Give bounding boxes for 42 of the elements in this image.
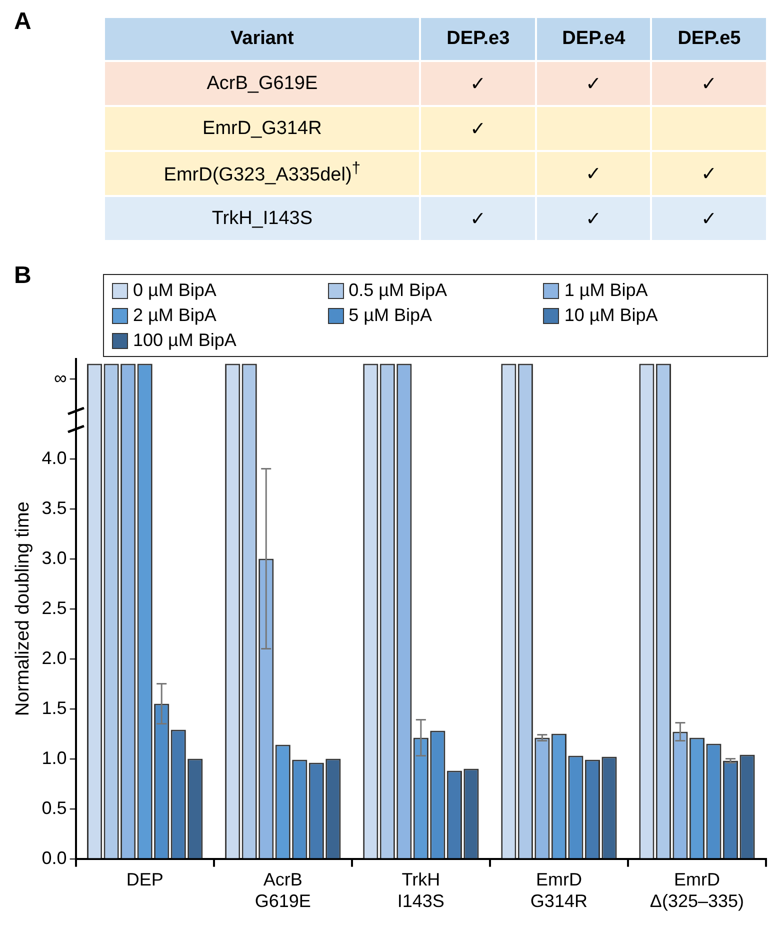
- legend-label: 0.5 µM BipA: [348, 279, 448, 302]
- y-tick-label: 1.0: [42, 748, 67, 768]
- category-label: TrkH_I143S: [212, 208, 313, 228]
- x-tick-label: EmrD G314R: [530, 870, 588, 912]
- y-tick-label: 3.5: [42, 498, 67, 518]
- category-label: DEP.e3: [421, 18, 535, 60]
- chart-title: B: [14, 262, 32, 290]
- text: ✓: [470, 118, 486, 140]
- category-label: EmrD(G323_A335del)$^{†}$: [164, 160, 361, 186]
- category-label: DEP.e4: [536, 18, 650, 60]
- y-tick-label: 2.0: [42, 648, 67, 668]
- text: ✓: [701, 164, 718, 184]
- x-tick-label: AcrB G619E: [254, 870, 311, 912]
- text: ✓: [701, 208, 718, 230]
- text: ✓: [586, 208, 602, 230]
- x-tick-label: EmrD Δ(325–335): [650, 870, 744, 912]
- y-axis-title: Normalized doubling time: [12, 502, 34, 716]
- legend-label: 2 µM BipA: [132, 304, 218, 327]
- y-tick-label: 0.5: [42, 798, 67, 818]
- category-label: DEP.e5: [652, 18, 766, 60]
- y-tick-label: 3.0: [42, 548, 67, 568]
- text: ✓: [586, 164, 602, 184]
- legend-label: 0 µM BipA: [132, 279, 218, 302]
- y-tick-label: 0.0: [42, 848, 67, 868]
- legend-label: 1 µM BipA: [563, 279, 649, 302]
- legend-label: 5 µM BipA: [348, 304, 434, 327]
- y-tick-label: 4.0: [42, 448, 67, 468]
- y-tick-label: 1.5: [42, 698, 67, 718]
- text: ✓: [470, 74, 486, 94]
- text: ✓: [586, 74, 602, 94]
- legend-label: 10 µM BipA: [563, 304, 659, 327]
- category-label: Variant: [105, 18, 420, 60]
- category-label: AcrB_G619E: [206, 72, 318, 94]
- category-label: EmrD_G314R: [202, 118, 322, 138]
- text: ✓: [701, 74, 718, 94]
- y-tick-label: 2.5: [42, 598, 67, 618]
- text: ✓: [470, 208, 486, 230]
- x-tick-label: DEP: [126, 870, 164, 890]
- legend-label: 100 µM BipA: [132, 329, 238, 352]
- x-tick-label: TrkH I143S: [397, 870, 444, 912]
- y-tick-label: ∞: [54, 368, 67, 388]
- text: A: [14, 8, 32, 36]
